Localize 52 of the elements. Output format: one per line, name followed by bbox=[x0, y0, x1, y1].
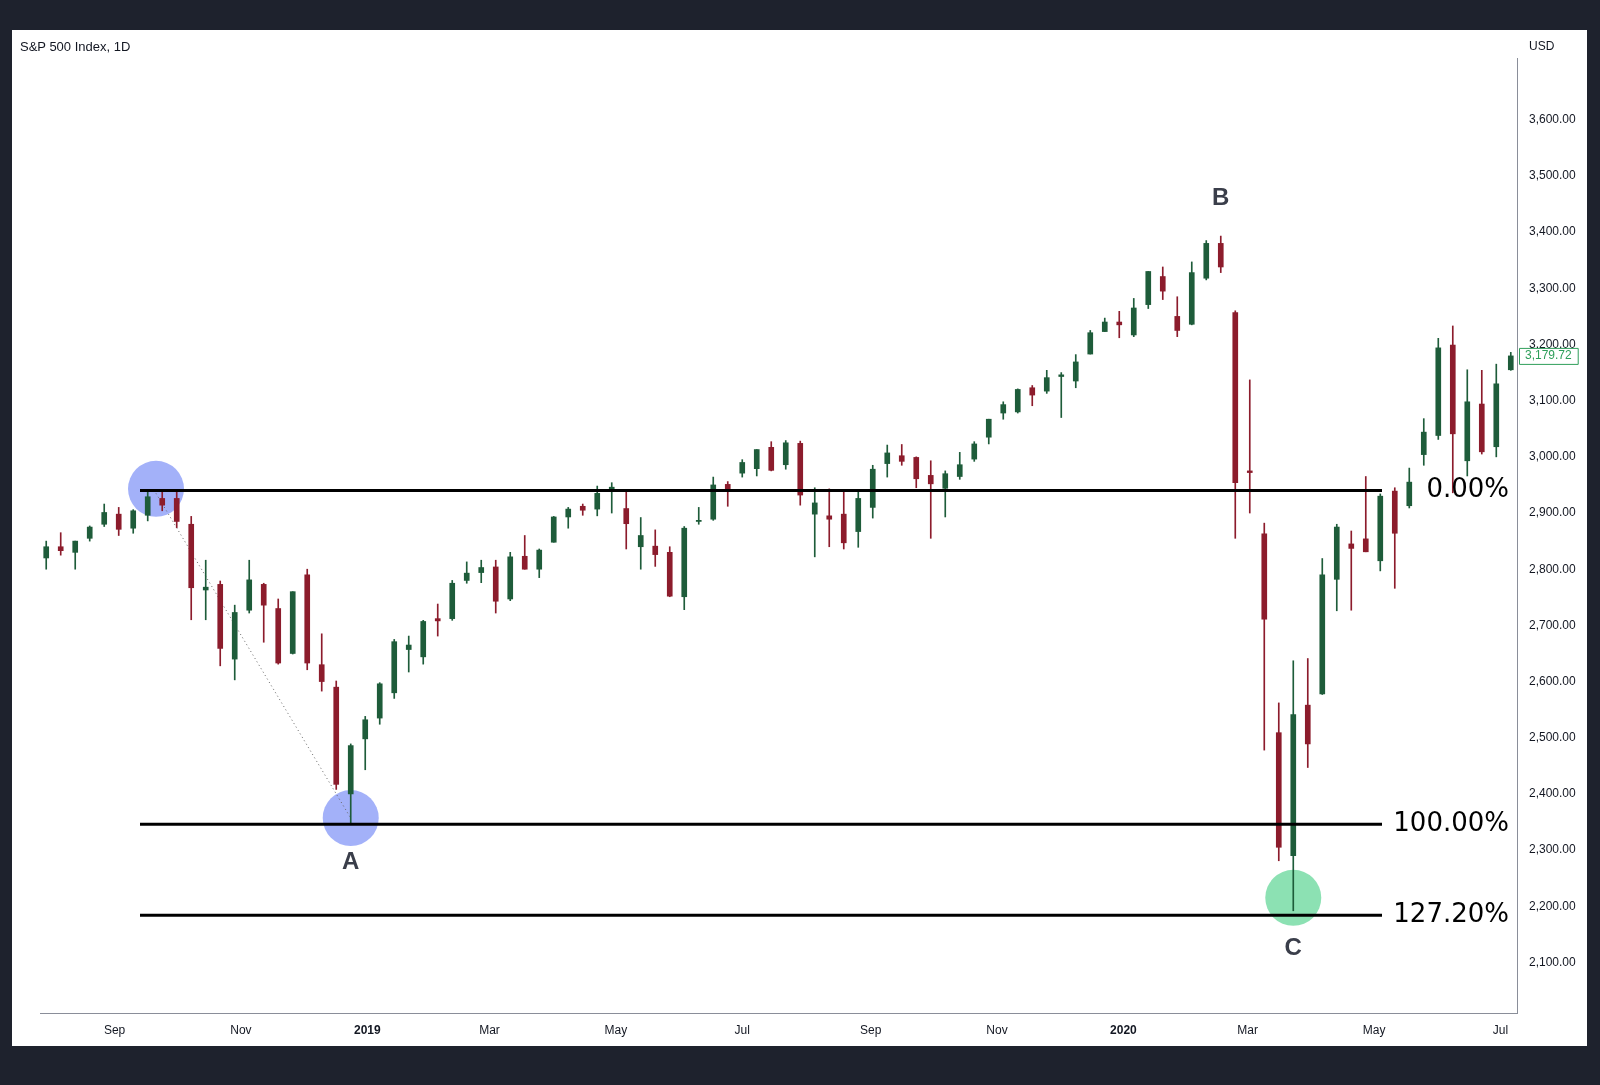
y-tick-label: 3,200.00 bbox=[1529, 336, 1577, 351]
y-tick-label: 2,400.00 bbox=[1529, 786, 1577, 801]
candlestick bbox=[927, 460, 934, 539]
point bbox=[1265, 869, 1322, 926]
x-tick-label: Mar bbox=[1237, 1022, 1259, 1037]
x-tick-label: 2020 bbox=[1110, 1022, 1138, 1037]
x-tick-label: Sep bbox=[103, 1022, 126, 1037]
y-tick-label: 3,000.00 bbox=[1529, 449, 1577, 464]
candlestick bbox=[695, 507, 702, 525]
y-tick-label: 3,600.00 bbox=[1529, 112, 1577, 127]
y-tick-label: 3,400.00 bbox=[1529, 224, 1577, 239]
x-tick-label: May bbox=[1362, 1022, 1386, 1037]
x-tick-label: Sep bbox=[860, 1022, 882, 1037]
candlestick bbox=[811, 487, 818, 558]
y-tick-label: 2,200.00 bbox=[1529, 898, 1577, 913]
y-tick-label: 2,500.00 bbox=[1529, 730, 1577, 745]
candlestick bbox=[405, 635, 412, 673]
x-tick-label: Mar bbox=[479, 1022, 500, 1037]
y-tick-label: 3,100.00 bbox=[1529, 392, 1577, 407]
annotation: B bbox=[1212, 182, 1230, 210]
x-tick-label: Jul bbox=[1492, 1022, 1509, 1037]
candlestick bbox=[1362, 476, 1369, 553]
annotation: C bbox=[1284, 933, 1302, 961]
chart-title: S&P 500 Index, 1D bbox=[20, 38, 131, 54]
candlestick bbox=[202, 559, 209, 621]
x-tick-label: Nov bbox=[986, 1022, 1008, 1037]
candlestick bbox=[434, 603, 441, 637]
text: 3,179.72 bbox=[1525, 348, 1573, 363]
x-tick-label: Jul bbox=[734, 1022, 750, 1037]
annotation: 0.00% bbox=[1426, 473, 1509, 504]
y-tick-label: 3,500.00 bbox=[1529, 168, 1577, 183]
annotation: A bbox=[342, 846, 360, 874]
y-tick-label: 2,700.00 bbox=[1529, 617, 1577, 632]
candlestick bbox=[1348, 530, 1355, 611]
x-tick-label: 2019 bbox=[353, 1022, 381, 1037]
candlestick bbox=[1116, 311, 1123, 339]
candlestick bbox=[637, 517, 644, 570]
y-tick-label: 3,300.00 bbox=[1529, 280, 1577, 295]
y-tick-label: 2,900.00 bbox=[1529, 505, 1577, 520]
y-tick-label: 2,800.00 bbox=[1529, 561, 1577, 576]
y-tick-label: 2,100.00 bbox=[1529, 954, 1577, 969]
annotation: 127.20% bbox=[1393, 898, 1509, 928]
x-tick-label: Nov bbox=[230, 1022, 252, 1037]
annotation: 100.00% bbox=[1393, 807, 1509, 837]
y-tick-label: 2,600.00 bbox=[1529, 673, 1577, 688]
candlestick bbox=[652, 529, 659, 567]
x-tick-label: May bbox=[604, 1022, 628, 1037]
candlestick bbox=[1246, 379, 1253, 514]
candlestick bbox=[57, 532, 64, 556]
candlestick bbox=[1058, 372, 1065, 418]
text: USD bbox=[1529, 39, 1555, 54]
y-tick-label: 2,300.00 bbox=[1529, 842, 1577, 857]
